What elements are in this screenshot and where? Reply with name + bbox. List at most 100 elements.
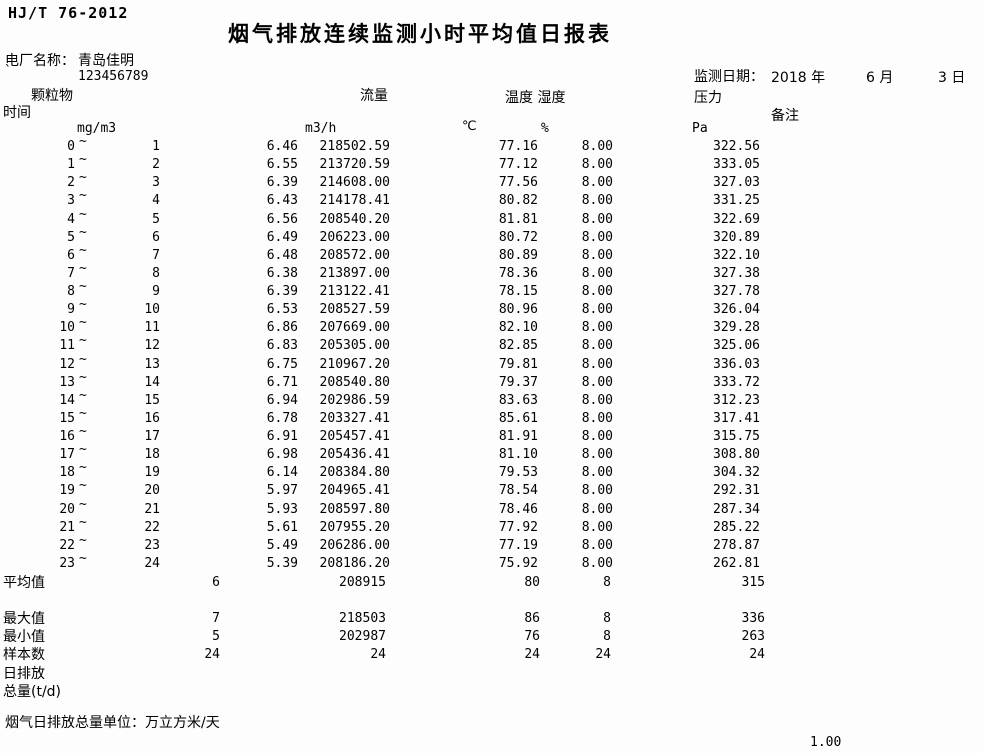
col-header-temp-humidity: 温度 湿度 xyxy=(505,90,566,106)
cell-pressure: 278.87 xyxy=(713,537,760,553)
cell-hour-start: 20 xyxy=(59,501,75,517)
cell-flow: 208540.20 xyxy=(319,211,390,227)
table-row: 18 ~19 6.14 208384.80 79.53 8.00 304.32 xyxy=(0,460,983,482)
cell-humidity: 8.00 xyxy=(581,429,613,444)
report-title: 烟气排放连续监测小时平均值日报表 xyxy=(228,22,612,46)
tilde-mark: ~ xyxy=(79,460,87,476)
cell-temp: 83.63 xyxy=(498,392,538,408)
tilde-mark: ~ xyxy=(79,405,87,421)
cell-temp: 78.54 xyxy=(498,483,538,499)
cell-dust: 6.55 xyxy=(266,157,298,173)
cell-hour-start: 15 xyxy=(59,410,75,426)
cell-pressure: 308.80 xyxy=(713,447,760,463)
cell-flow: 207955.20 xyxy=(319,519,390,535)
cell-flow: 202986.59 xyxy=(319,392,390,408)
cell-hour-end: 9 xyxy=(152,284,160,299)
cell-hour-start: 6 xyxy=(67,247,75,263)
cell-hour-start: 8 xyxy=(67,284,75,299)
tilde-mark: ~ xyxy=(79,424,87,439)
cell-temp: 77.19 xyxy=(498,537,538,553)
cell-dust: 6.46 xyxy=(266,139,298,154)
footer-unit-note: 烟气日排放总量单位：万立方米/天 xyxy=(5,715,220,731)
cell-flow: 214608.00 xyxy=(319,175,390,191)
cell-humidity: 8.00 xyxy=(581,483,613,499)
cell-dust: 6.83 xyxy=(266,338,298,354)
table-row: 15 ~16 6.78 203327.41 85.61 8.00 317.41 xyxy=(0,406,983,428)
tilde-mark: ~ xyxy=(79,170,87,186)
cell-hour-end: 22 xyxy=(144,519,160,535)
cell-flow: 210967.20 xyxy=(319,356,390,372)
cell-hour-start: 21 xyxy=(59,519,75,535)
cell-flow: 213720.59 xyxy=(319,157,390,173)
unit-flow: m3/h xyxy=(305,121,337,136)
data-rows: 0 ~1 6.46 218502.59 77.16 8.00 322.56 1 ~2 6.55 21… xyxy=(0,134,983,573)
cell-humidity: 8.00 xyxy=(581,410,613,426)
tilde-mark: ~ xyxy=(79,550,87,566)
summary-temp: 24 xyxy=(524,647,540,662)
summary-dust: 5 xyxy=(212,629,220,644)
cell-temp: 80.96 xyxy=(498,302,538,318)
cell-humidity: 8.00 xyxy=(581,465,613,481)
summary-temp: 76 xyxy=(524,629,540,644)
cell-dust: 6.14 xyxy=(266,465,298,481)
cell-flow: 204965.41 xyxy=(319,483,390,499)
summary-flow: 202987 xyxy=(339,629,386,644)
date-month: 6 月 xyxy=(866,70,894,86)
cell-hour-start: 3 xyxy=(67,193,75,209)
table-row: 6 ~7 6.48 208572.00 80.89 8.00 322.10 xyxy=(0,243,983,265)
tilde-mark: ~ xyxy=(79,134,87,149)
table-row: 5 ~6 6.49 206223.00 80.72 8.00 320.89 xyxy=(0,225,983,247)
table-row: 1 ~2 6.55 213720.59 77.12 8.00 333.05 xyxy=(0,152,983,174)
cell-dust: 5.39 xyxy=(266,555,298,571)
cell-hour-start: 1 xyxy=(67,157,75,173)
tilde-mark: ~ xyxy=(79,279,87,294)
cell-dust: 6.75 xyxy=(266,356,298,372)
summary-row-min: 最小值 5 202987 76 8 263 xyxy=(0,628,983,646)
tilde-mark: ~ xyxy=(79,188,87,204)
summary-label: 最大值 xyxy=(3,611,45,627)
cell-hour-start: 0 xyxy=(67,139,75,154)
cell-temp: 80.82 xyxy=(498,193,538,209)
cell-hour-end: 6 xyxy=(152,229,160,245)
tilde-mark: ~ xyxy=(79,387,87,403)
cell-hour-end: 18 xyxy=(144,447,160,463)
tilde-mark: ~ xyxy=(79,478,87,494)
cell-hour-start: 5 xyxy=(67,229,75,245)
cell-humidity: 8.00 xyxy=(581,338,613,354)
cell-dust: 6.53 xyxy=(266,302,298,318)
cell-humidity: 8.00 xyxy=(581,229,613,245)
cell-humidity: 8.00 xyxy=(581,537,613,553)
cell-hour-end: 14 xyxy=(144,374,160,390)
cell-pressure: 331.25 xyxy=(713,193,760,209)
cell-pressure: 322.69 xyxy=(713,211,760,227)
summary-pressure: 24 xyxy=(749,647,765,662)
cell-hour-end: 12 xyxy=(144,338,160,354)
summary-flow: 208915 xyxy=(339,575,386,590)
cell-dust: 6.39 xyxy=(266,175,298,191)
cell-hour-start: 11 xyxy=(59,338,75,354)
plant-name-label: 电厂名称： xyxy=(5,53,75,69)
summary-humidity: 24 xyxy=(595,647,611,662)
cell-flow: 206223.00 xyxy=(319,229,390,245)
table-row: 8 ~9 6.39 213122.41 78.15 8.00 327.78 xyxy=(0,279,983,301)
cell-temp: 77.12 xyxy=(498,157,538,173)
table-row: 7 ~8 6.38 213897.00 78.36 8.00 327.38 xyxy=(0,261,983,283)
cell-pressure: 326.04 xyxy=(713,302,760,318)
date-year: 2018 年 xyxy=(771,70,826,86)
table-row: 9 ~10 6.53 208527.59 80.96 8.00 326.04 xyxy=(0,297,983,319)
summary-dust: 6 xyxy=(212,575,220,590)
cell-temp: 79.37 xyxy=(498,374,538,390)
table-row: 2 ~3 6.39 214608.00 77.56 8.00 327.03 xyxy=(0,170,983,192)
cell-temp: 85.61 xyxy=(498,410,538,426)
cell-hour-start: 2 xyxy=(67,175,75,191)
cell-temp: 81.81 xyxy=(498,211,538,227)
cell-pressure: 322.10 xyxy=(713,247,760,263)
cell-humidity: 8.00 xyxy=(581,555,613,571)
table-row: 16 ~17 6.91 205457.41 81.91 8.00 315.75 xyxy=(0,424,983,446)
summary-label: 最小值 xyxy=(3,629,45,645)
table-row: 17 ~18 6.98 205436.41 81.10 8.00 308.80 xyxy=(0,442,983,464)
table-row: 11 ~12 6.83 205305.00 82.85 8.00 325.06 xyxy=(0,333,983,355)
cell-hour-start: 23 xyxy=(59,555,75,571)
cell-dust: 6.78 xyxy=(266,410,298,426)
cell-dust: 6.71 xyxy=(266,374,298,390)
